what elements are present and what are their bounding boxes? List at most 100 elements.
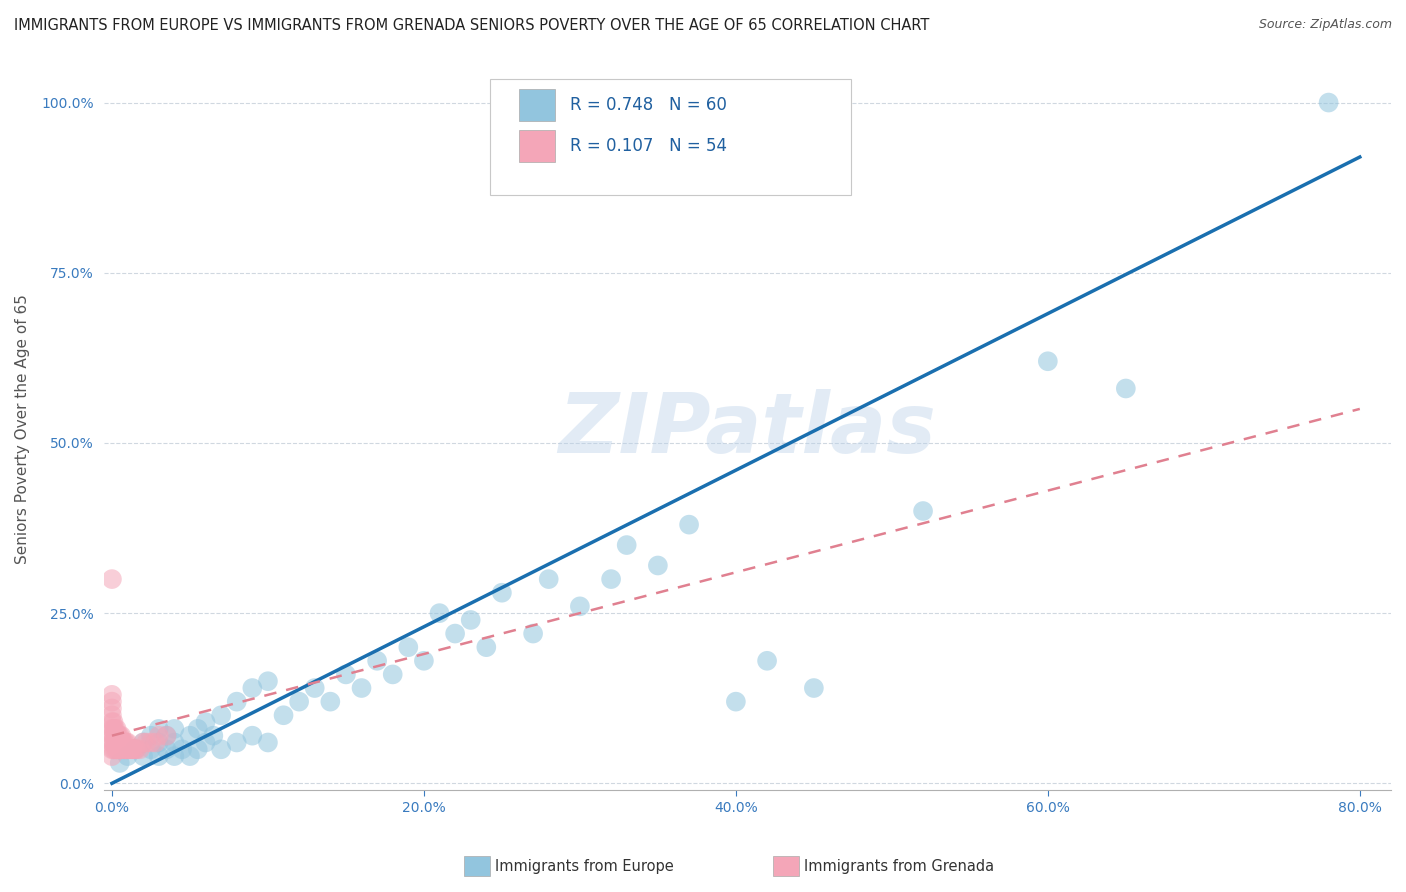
Point <box>724 695 747 709</box>
Point <box>101 742 124 756</box>
Point <box>107 735 129 749</box>
Point <box>135 735 157 749</box>
Point <box>103 742 125 756</box>
Text: Source: ZipAtlas.com: Source: ZipAtlas.com <box>1258 18 1392 31</box>
Point <box>429 606 451 620</box>
Point <box>104 735 127 749</box>
Point <box>145 735 167 749</box>
Point <box>155 729 177 743</box>
Point <box>155 742 177 756</box>
Point <box>108 729 131 743</box>
Text: R = 0.107   N = 54: R = 0.107 N = 54 <box>569 137 727 155</box>
Text: ZIPatlas: ZIPatlas <box>558 389 936 470</box>
Point <box>1036 354 1059 368</box>
Point <box>537 572 560 586</box>
Point <box>335 667 357 681</box>
Point <box>101 695 124 709</box>
Point <box>101 708 124 723</box>
Point <box>413 654 436 668</box>
Point <box>209 708 232 723</box>
Point <box>163 722 186 736</box>
Point <box>110 742 132 756</box>
Point <box>912 504 935 518</box>
Point <box>148 729 170 743</box>
Point <box>108 756 131 770</box>
Point <box>105 729 128 743</box>
Point <box>132 735 155 749</box>
Point <box>101 729 124 743</box>
Point <box>129 742 152 756</box>
Point <box>101 572 124 586</box>
Point <box>257 735 280 749</box>
Point <box>101 722 124 736</box>
Text: IMMIGRANTS FROM EUROPE VS IMMIGRANTS FROM GRENADA SENIORS POVERTY OVER THE AGE O: IMMIGRANTS FROM EUROPE VS IMMIGRANTS FRO… <box>14 18 929 33</box>
Point <box>105 735 128 749</box>
Point <box>288 695 311 709</box>
Point <box>139 742 162 756</box>
Point <box>381 667 404 681</box>
Point <box>616 538 638 552</box>
Point <box>194 735 217 749</box>
Point <box>803 681 825 695</box>
Point <box>319 695 342 709</box>
Point <box>117 742 139 756</box>
Y-axis label: Seniors Poverty Over the Age of 65: Seniors Poverty Over the Age of 65 <box>15 294 30 565</box>
Point <box>117 735 139 749</box>
Point <box>101 714 124 729</box>
Point <box>108 735 131 749</box>
Point <box>194 714 217 729</box>
Point <box>304 681 326 695</box>
Point <box>678 517 700 532</box>
Point <box>1115 382 1137 396</box>
Point <box>187 722 209 736</box>
Point <box>101 749 124 764</box>
Point <box>491 585 513 599</box>
Point <box>105 722 128 736</box>
Point <box>179 749 201 764</box>
Point <box>110 729 132 743</box>
Point <box>225 695 247 709</box>
Point <box>101 688 124 702</box>
Point <box>115 742 138 756</box>
Point <box>132 749 155 764</box>
Point <box>155 729 177 743</box>
Point <box>122 742 145 756</box>
Point <box>240 729 263 743</box>
Point <box>107 742 129 756</box>
Point <box>444 626 467 640</box>
Point <box>163 749 186 764</box>
Point <box>568 599 591 614</box>
Point <box>139 735 162 749</box>
Point <box>209 742 232 756</box>
Point <box>104 729 127 743</box>
Point <box>115 735 138 749</box>
FancyBboxPatch shape <box>491 79 851 194</box>
Point <box>647 558 669 573</box>
Point <box>112 742 135 756</box>
Point <box>112 735 135 749</box>
Point <box>110 735 132 749</box>
Point <box>103 735 125 749</box>
Point <box>101 701 124 715</box>
Point <box>163 735 186 749</box>
Point <box>104 722 127 736</box>
Point <box>187 742 209 756</box>
Point <box>756 654 779 668</box>
Point <box>103 729 125 743</box>
FancyBboxPatch shape <box>519 88 554 121</box>
Point <box>121 742 143 756</box>
Point <box>108 742 131 756</box>
Point <box>124 742 146 756</box>
Point <box>273 708 295 723</box>
Point <box>172 742 194 756</box>
Point <box>350 681 373 695</box>
Point <box>202 729 225 743</box>
Text: R = 0.748   N = 60: R = 0.748 N = 60 <box>569 96 727 114</box>
Point <box>148 735 170 749</box>
Point <box>118 742 141 756</box>
Point <box>1317 95 1340 110</box>
Point <box>111 735 134 749</box>
Point <box>120 742 142 756</box>
Point <box>240 681 263 695</box>
Point <box>366 654 388 668</box>
